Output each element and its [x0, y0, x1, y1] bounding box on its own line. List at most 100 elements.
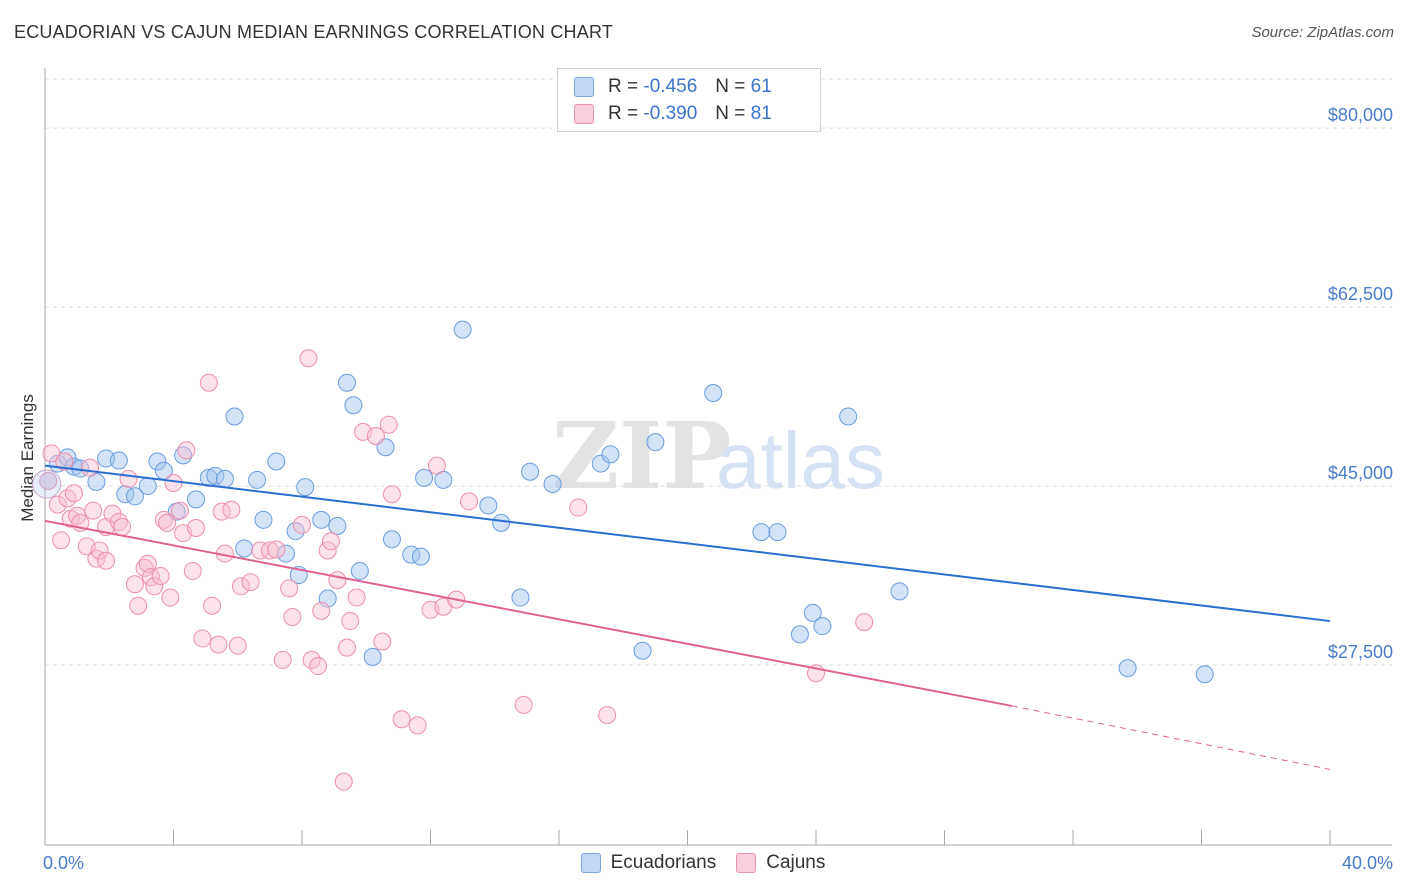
cajun-point: [337, 638, 356, 657]
legend-label: Cajuns: [766, 852, 826, 873]
cajun-point: [145, 577, 164, 596]
cajun-point: [379, 415, 398, 434]
cajun-point: [161, 588, 180, 607]
ecuadorian-point: [296, 478, 315, 497]
ecuadorian-point: [415, 468, 434, 487]
cajun-point: [598, 706, 617, 725]
ecuadorian-point: [344, 396, 363, 415]
series-legend: Ecuadorians Cajuns: [0, 852, 1406, 874]
cajun-point: [341, 612, 360, 631]
x-tick-label-max: 40.0%: [1342, 853, 1393, 873]
cajun-point: [569, 498, 588, 517]
ecuadorian-point: [411, 547, 430, 566]
cajun-point: [52, 531, 71, 550]
cajun-point: [514, 695, 533, 714]
ecuadorian-point: [215, 469, 234, 488]
legend-item-ecuadorians[interactable]: Ecuadorians: [580, 852, 717, 874]
ecuadorian-point: [839, 407, 858, 426]
cajun-point: [138, 554, 157, 573]
ecuadorian-point: [803, 603, 822, 622]
cajun-point: [267, 540, 286, 559]
ecuadorian-point: [543, 475, 562, 494]
cajun-point: [151, 567, 170, 586]
cajun-point: [251, 541, 270, 560]
cajun-point: [366, 426, 385, 445]
ecuadorian-point: [174, 446, 193, 465]
ecuadorian-point: [813, 617, 832, 636]
ecuadorian-point: [254, 510, 273, 529]
cajun-point: [84, 501, 103, 520]
cajun-point: [64, 484, 83, 503]
cajun-point: [280, 579, 299, 598]
cajun-point: [186, 518, 205, 537]
ecuadorian-point: [267, 452, 286, 471]
ecuadorian-point: [492, 513, 511, 532]
ecuadorian-point: [1195, 665, 1214, 684]
ecuadorian-point: [206, 466, 225, 485]
cajun-point: [283, 607, 302, 626]
cajun-point: [80, 458, 99, 477]
blue-swatch: [574, 77, 594, 97]
watermark-atlas: atlas: [716, 416, 885, 505]
ecuadorian-point: [148, 452, 167, 471]
ecuadorian-point: [363, 647, 382, 666]
n-value: 61: [750, 76, 772, 97]
ecuadorian-point: [521, 462, 540, 481]
cajun-point: [203, 596, 222, 615]
cajun-point: [170, 501, 189, 520]
cajun-point: [183, 561, 202, 580]
cajun-point: [55, 452, 74, 471]
cajun-point: [164, 473, 183, 492]
r-value: -0.456: [643, 76, 698, 97]
blue-swatch: [580, 853, 601, 873]
cajun-point: [299, 349, 318, 368]
ecuadorian-point: [768, 523, 787, 542]
ecuadorian-point: [138, 477, 157, 496]
cajun-point: [241, 573, 260, 592]
cajun-trend-extension: [1011, 705, 1331, 770]
ecuadorian-point: [752, 523, 771, 542]
legend-row-ecuadorians: R = -0.456 N = 61: [574, 74, 772, 100]
cajun-point: [109, 512, 128, 531]
ecuadorian-point: [511, 588, 530, 607]
ecuadorian-trend-line: [44, 464, 1331, 623]
cajun-point: [125, 575, 144, 594]
x-tick-label-min: 0.0%: [43, 853, 84, 873]
ecuadorian-point: [109, 451, 128, 470]
ecuadorian-point: [479, 496, 498, 515]
ecuadorian-point: [125, 487, 144, 506]
cajun-point: [334, 772, 353, 791]
cajun-point: [158, 513, 177, 532]
y-tick-label: $27,500: [1328, 642, 1393, 662]
ecuadorian-point: [235, 539, 254, 558]
pink-swatch: [574, 104, 594, 124]
legend-row-cajuns: R = -0.390 N = 81: [574, 101, 772, 127]
n-value: 81: [750, 103, 772, 124]
cajun-point: [209, 635, 228, 654]
ecuadorian-point: [1118, 659, 1137, 678]
cajun-point: [321, 532, 340, 551]
cajun-point: [273, 650, 292, 669]
cajun-point: [228, 636, 247, 655]
cajun-point: [129, 596, 148, 615]
cajun-point: [199, 373, 218, 392]
n-label: N =: [715, 76, 746, 97]
r-label: R =: [608, 76, 639, 97]
ecuadorian-point: [312, 510, 331, 529]
cajun-point: [855, 613, 874, 632]
cajun-point: [312, 601, 331, 620]
cajun-point: [392, 710, 411, 729]
cajun-point: [382, 485, 401, 504]
cajun-point: [48, 495, 67, 514]
source-label: Source: ZipAtlas.com: [1251, 24, 1394, 41]
cajun-point: [328, 571, 347, 590]
cajun-point: [42, 444, 61, 463]
stats-legend: R = -0.456 N = 61 R = -0.390 N = 81: [557, 68, 821, 132]
ecuadorian-point: [382, 530, 401, 549]
legend-label: Ecuadorians: [610, 852, 717, 873]
legend-item-cajuns[interactable]: Cajuns: [736, 852, 825, 874]
ecuadorian-point: [328, 516, 347, 535]
watermark-zip: ZIP: [552, 402, 731, 510]
ecuadorian-point: [646, 433, 665, 452]
